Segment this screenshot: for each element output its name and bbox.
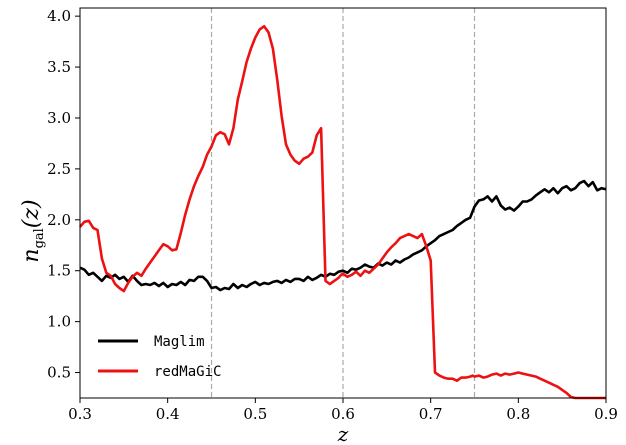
x-tick-label: 0.5 [243,405,267,423]
x-tick-label: 0.6 [331,405,355,423]
x-axis-label: z [337,422,349,445]
x-axis-ticks: 0.3 0.4 0.5 0.6 0.7 0.8 0.9 [68,398,618,423]
x-tick-label: 0.8 [506,405,530,423]
series-line-redmagic [79,24,606,400]
y-tick-label: 2.5 [47,160,71,178]
legend: Maglim redMaGiC [98,334,221,380]
y-tick-label: 3.0 [47,109,71,127]
y-tick-label: 0.5 [47,364,71,382]
y-axis-label-sub: gal [32,228,47,248]
series-line-maglim [79,179,607,292]
svg-text:ngal(z): ngal(z) [19,199,47,262]
x-tick-label: 0.3 [68,405,92,423]
y-axis-ticks: 0.5 1.0 1.5 2.0 2.5 3.0 3.5 4.0 [47,7,80,382]
legend-label-maglim: Maglim [154,334,205,350]
y-axis-label-arg: (z) [19,199,44,228]
y-axis-label-main: n [19,248,44,262]
vertical-reference-lines [210,8,476,398]
y-tick-label: 1.0 [47,313,71,331]
x-tick-label: 0.7 [419,405,443,423]
x-tick-label: 0.4 [156,405,180,423]
x-tick-label: 0.9 [594,405,618,423]
y-tick-label: 1.5 [47,262,71,280]
y-axis-label: ngal(z) [19,199,47,262]
y-tick-label: 2.0 [47,211,71,229]
y-tick-label: 4.0 [47,7,71,25]
legend-label-redmagic: redMaGiC [154,364,221,380]
plot-series [79,24,607,400]
y-tick-label: 3.5 [47,58,71,76]
